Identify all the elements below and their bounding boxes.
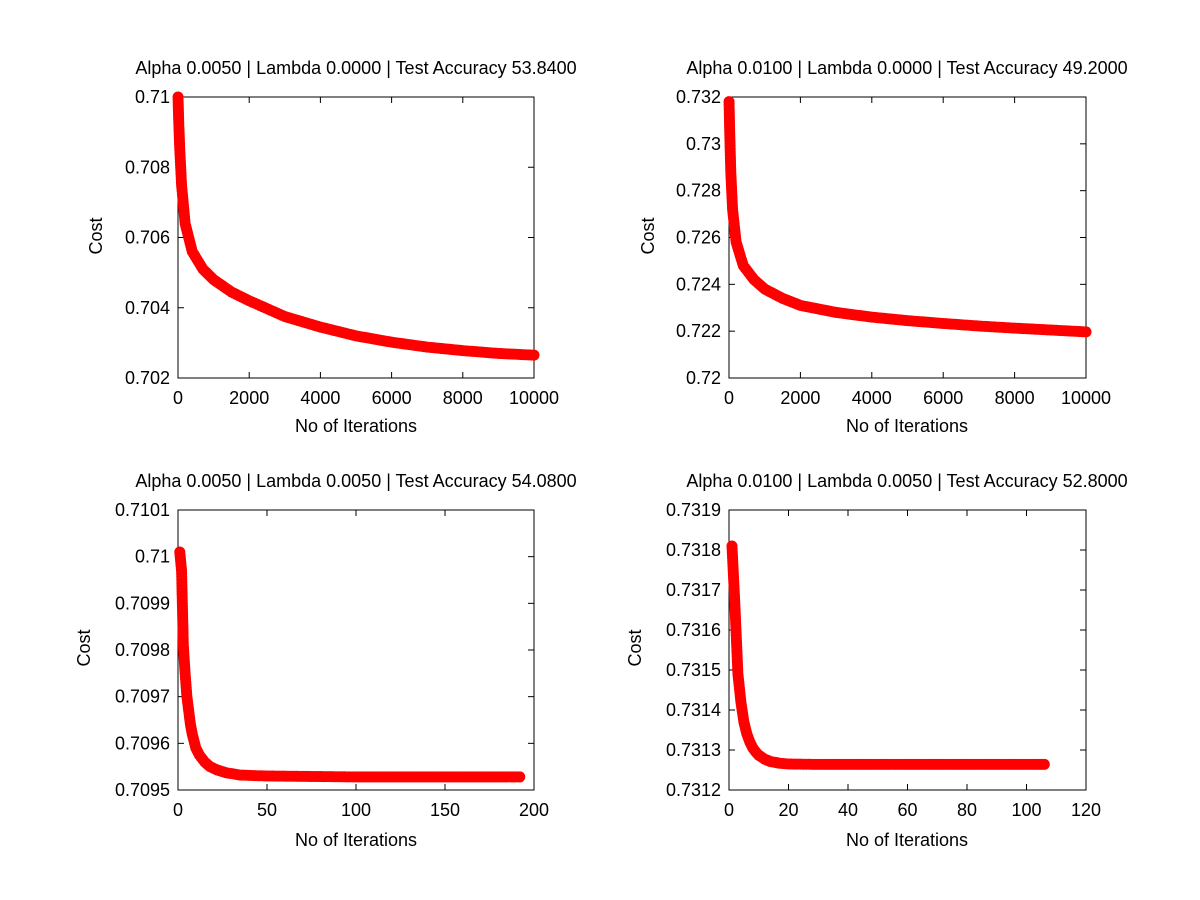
- subplot-1-y-tick-label: 0.708: [125, 157, 170, 177]
- subplot-3-ylabel: Cost: [74, 629, 94, 666]
- subplot-3-y-ticks: 0.7095 0.7096 0.7097 0.7098 0.7099 0.71 0.7101: [115, 500, 534, 800]
- subplot-1-y-tick-label: 0.704: [125, 298, 170, 318]
- subplot-3-x-tick-label: 50: [257, 800, 277, 820]
- subplot-1-xlabel: No of Iterations: [295, 416, 417, 436]
- subplot-2-series: [723, 96, 1092, 338]
- subplot-4: Alpha 0.0100 | Lambda 0.0050 | Test Accu…: [625, 471, 1128, 850]
- subplot-2-x-tick-label: 4000: [852, 388, 892, 408]
- subplot-1-x-tick-label: 2000: [229, 388, 269, 408]
- subplot-4-y-tick-label: 0.7319: [666, 500, 721, 520]
- subplot-4-data-point: [1038, 758, 1050, 770]
- subplot-4-title: Alpha 0.0100 | Lambda 0.0050 | Test Accu…: [686, 471, 1127, 491]
- subplot-1-title: Alpha 0.0050 | Lambda 0.0000 | Test Accu…: [135, 58, 576, 78]
- subplot-3: Alpha 0.0050 | Lambda 0.0050 | Test Accu…: [74, 471, 577, 850]
- subplot-1: Alpha 0.0050 | Lambda 0.0000 | Test Accu…: [86, 58, 577, 436]
- subplot-4-x-tick-label: 20: [778, 800, 798, 820]
- subplot-2-y-tick-label: 0.72: [686, 368, 721, 388]
- subplot-3-data-point: [514, 771, 526, 783]
- subplot-2-x-tick-label: 8000: [995, 388, 1035, 408]
- subplot-3-y-tick-label: 0.7101: [115, 500, 170, 520]
- subplot-2-y-tick-label: 0.728: [676, 181, 721, 201]
- subplot-2-ylabel: Cost: [638, 217, 658, 254]
- subplot-1-y-tick-label: 0.706: [125, 228, 170, 248]
- subplot-4-y-tick-label: 0.7314: [666, 700, 721, 720]
- subplot-4-y-tick-label: 0.7318: [666, 540, 721, 560]
- subplot-4-y-ticks: 0.7312 0.7313 0.7314 0.7315 0.7316 0.7317 0.73…: [666, 500, 1086, 800]
- subplot-1-x-ticks: 0 2000 4000 6000 8000 10000: [173, 97, 559, 408]
- subplot-1-x-tick-label: 4000: [300, 388, 340, 408]
- subplot-3-y-tick-label: 0.7098: [115, 640, 170, 660]
- subplot-3-x-ticks: 0 50 100 150 200: [173, 510, 549, 820]
- subplot-3-x-tick-label: 200: [519, 800, 549, 820]
- subplot-3-y-tick-label: 0.7099: [115, 593, 170, 613]
- subplot-1-y-tick-label: 0.702: [125, 368, 170, 388]
- subplot-4-ylabel: Cost: [625, 629, 645, 666]
- subplot-1-data-point: [528, 349, 540, 361]
- subplot-4-y-tick-label: 0.7313: [666, 740, 721, 760]
- subplot-4-x-tick-label: 40: [838, 800, 858, 820]
- subplot-3-x-tick-label: 150: [430, 800, 460, 820]
- subplot-1-series: [172, 91, 540, 361]
- subplot-3-y-tick-label: 0.7097: [115, 687, 170, 707]
- subplot-2-data-point: [1080, 326, 1092, 338]
- subplot-2-y-tick-label: 0.724: [676, 274, 721, 294]
- subplot-1-x-tick-label: 6000: [372, 388, 412, 408]
- subplot-4-x-tick-label: 80: [957, 800, 977, 820]
- subplot-4-xlabel: No of Iterations: [846, 830, 968, 850]
- subplot-3-title: Alpha 0.0050 | Lambda 0.0050 | Test Accu…: [135, 471, 576, 491]
- subplot-2-y-ticks: 0.72 0.722 0.724 0.726 0.728 0.73 0.732: [676, 87, 1086, 388]
- subplot-1-x-tick-label: 8000: [443, 388, 483, 408]
- subplot-2: Alpha 0.0100 | Lambda 0.0000 | Test Accu…: [638, 58, 1128, 436]
- subplot-3-y-tick-label: 0.7096: [115, 733, 170, 753]
- subplot-1-x-tick-label: 0: [173, 388, 183, 408]
- subplot-1-ylabel: Cost: [86, 217, 106, 254]
- subplot-4-y-tick-label: 0.7317: [666, 580, 721, 600]
- subplot-4-series: [726, 540, 1050, 770]
- subplot-3-y-tick-label: 0.71: [135, 547, 170, 567]
- subplot-3-xlabel: No of Iterations: [295, 830, 417, 850]
- subplot-2-y-tick-label: 0.732: [676, 87, 721, 107]
- subplot-4-x-tick-label: 120: [1071, 800, 1101, 820]
- subplot-2-x-tick-label: 10000: [1061, 388, 1111, 408]
- subplot-3-series: [174, 546, 526, 783]
- subplot-4-x-ticks: 0 20 40 60 80 100 120: [724, 510, 1101, 820]
- subplot-4-x-tick-label: 0: [724, 800, 734, 820]
- subplot-3-x-tick-label: 0: [173, 800, 183, 820]
- subplot-4-y-tick-label: 0.7316: [666, 620, 721, 640]
- subplot-2-y-tick-label: 0.726: [676, 228, 721, 248]
- subplot-2-x-tick-label: 0: [724, 388, 734, 408]
- subplot-2-y-tick-label: 0.722: [676, 321, 721, 341]
- subplot-2-y-tick-label: 0.73: [686, 134, 721, 154]
- subplot-4-x-tick-label: 100: [1011, 800, 1041, 820]
- subplot-4-y-tick-label: 0.7315: [666, 660, 721, 680]
- subplot-2-x-tick-label: 6000: [923, 388, 963, 408]
- subplot-2-xlabel: No of Iterations: [846, 416, 968, 436]
- subplot-2-x-ticks: 0 2000 4000 6000 8000 10000: [724, 97, 1111, 408]
- subplot-1-x-tick-label: 10000: [509, 388, 559, 408]
- subplot-3-x-tick-label: 100: [341, 800, 371, 820]
- subplot-2-x-tick-label: 2000: [780, 388, 820, 408]
- subplot-1-y-tick-label: 0.71: [135, 87, 170, 107]
- subplot-4-x-tick-label: 60: [897, 800, 917, 820]
- subplot-2-title: Alpha 0.0100 | Lambda 0.0000 | Test Accu…: [686, 58, 1127, 78]
- subplot-1-y-ticks: 0.702 0.704 0.706 0.708 0.71: [125, 87, 534, 388]
- subplot-4-y-tick-label: 0.7312: [666, 780, 721, 800]
- subplot-3-y-tick-label: 0.7095: [115, 780, 170, 800]
